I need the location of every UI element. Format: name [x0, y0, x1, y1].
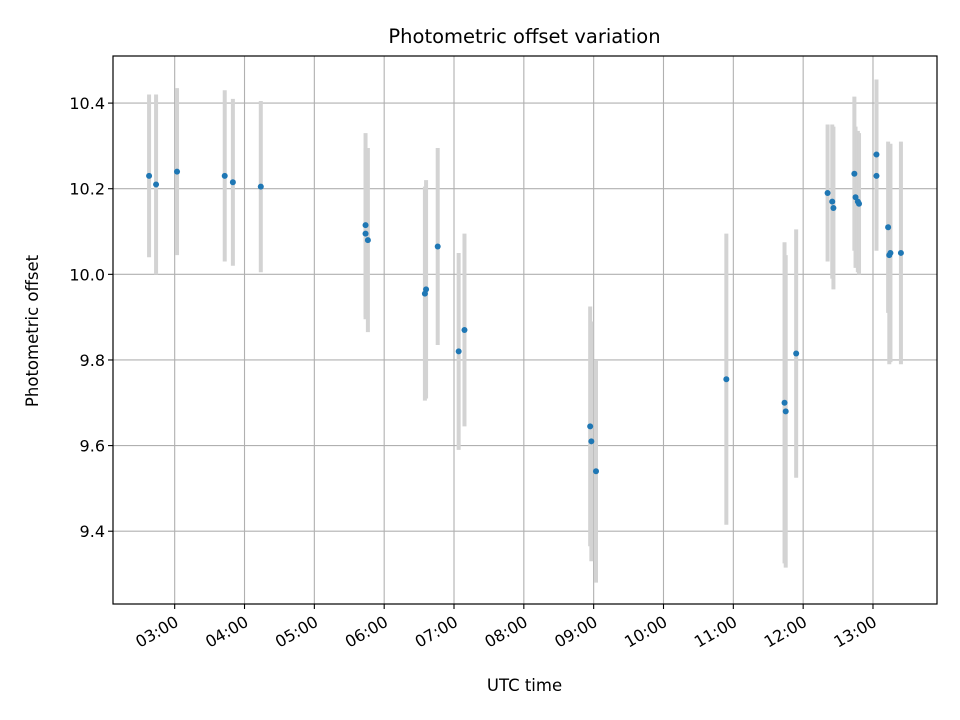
- data-point: [856, 200, 863, 207]
- data-point: [588, 438, 595, 445]
- grid: [113, 56, 937, 604]
- data-point: [793, 350, 800, 357]
- data-point: [887, 249, 894, 256]
- y-tick-label: 9.8: [80, 351, 105, 370]
- y-tick-label: 10.4: [69, 94, 105, 113]
- data-point: [257, 183, 264, 190]
- y-tick-label: 9.6: [80, 437, 105, 456]
- data-point: [873, 151, 880, 158]
- data-point: [851, 170, 858, 177]
- data-point: [830, 204, 837, 211]
- data-point: [229, 179, 236, 186]
- data-point: [461, 327, 468, 333]
- data-points: [146, 151, 904, 475]
- data-point: [782, 408, 789, 415]
- data-point: [423, 286, 430, 293]
- data-point: [885, 224, 892, 231]
- data-point: [592, 468, 599, 475]
- data-point: [587, 423, 594, 430]
- data-point: [824, 190, 831, 196]
- data-point: [364, 237, 371, 244]
- data-point: [781, 399, 788, 406]
- y-tick-label: 9.4: [80, 522, 105, 541]
- data-point: [434, 243, 441, 250]
- data-point: [146, 172, 153, 179]
- data-point: [174, 168, 181, 175]
- data-point: [723, 376, 730, 383]
- y-axis-title: Photometric offset: [23, 254, 42, 407]
- chart-title: Photometric offset variation: [388, 25, 660, 48]
- data-point: [897, 249, 904, 256]
- data-point: [153, 181, 160, 188]
- data-point: [362, 230, 369, 237]
- y-tick-label: 10.0: [69, 265, 105, 284]
- y-axis: 9.4 9.6 9.8 10.0 10.2 10.4: [69, 94, 113, 541]
- data-point: [829, 198, 836, 205]
- data-point: [873, 172, 880, 179]
- x-axis-title: UTC time: [487, 676, 562, 695]
- y-tick-label: 10.2: [69, 180, 105, 199]
- data-point: [362, 222, 369, 229]
- plot-frame: [112, 55, 938, 605]
- data-point: [455, 348, 462, 355]
- data-point: [221, 172, 228, 179]
